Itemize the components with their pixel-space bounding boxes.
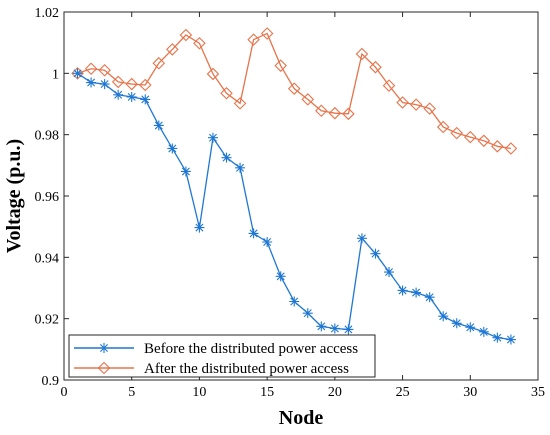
data-point [315,104,328,118]
data-point [505,334,516,345]
data-point [384,267,395,278]
data-point [235,162,246,173]
data-point [179,28,193,42]
legend-label-before: Before the distributed power access [144,341,358,357]
data-point [71,67,84,80]
data-point [86,77,97,88]
data-point [451,318,462,329]
data-point [207,132,218,143]
data-point [301,93,315,106]
data-point [262,237,273,247]
data-point [72,68,83,79]
data-point [423,102,436,115]
data-point [180,166,191,177]
x-tick-label: 25 [396,385,410,400]
series-layer [71,27,518,345]
data-point [492,332,503,343]
data-point [328,106,342,120]
data-point [438,311,449,322]
x-tick-label: 20 [328,385,342,400]
data-point [287,82,301,95]
data-point [220,86,233,100]
data-point [248,228,259,239]
data-point [464,130,477,144]
data-point [166,43,179,56]
data-point [409,98,423,111]
data-point [424,292,435,303]
data-point [369,60,382,74]
legend-asterisk-marker [99,343,109,353]
series-1 [71,27,518,155]
data-point [289,296,300,307]
data-point [152,56,166,70]
data-point [491,140,504,153]
data-point [274,59,287,72]
data-point [316,321,327,332]
data-point [397,285,408,296]
data-point [356,233,367,244]
data-point [113,89,124,100]
data-point [233,97,247,110]
x-tick-label: 5 [128,385,135,400]
data-point [138,78,152,92]
legend-marker-before [99,343,109,353]
legend-box [68,334,376,378]
data-point [478,326,489,337]
data-point [382,79,396,92]
data-point [140,94,151,105]
data-point [411,287,422,298]
data-point [153,120,164,131]
ticks-layer: 0 5 10 15 20 25 30 35 0.9 0.92 0.94 0.96 0.98 1 1.02 [35,6,546,400]
x-tick-label: 15 [260,385,274,400]
data-point [260,27,274,40]
x-axis-title: Node [279,407,324,429]
data-point [396,96,409,109]
data-point [99,79,110,90]
data-point [329,323,340,334]
data-point [355,47,369,61]
data-point [84,62,98,76]
series-line-1 [77,32,512,150]
data-point [450,126,464,140]
y-tick-label: 0.96 [35,190,60,205]
data-point [206,67,220,81]
y-tick-label: 1 [52,67,59,82]
data-point [504,142,518,155]
data-point [126,91,137,102]
data-point [275,271,286,282]
data-point [302,308,313,319]
data-point [221,152,232,163]
data-point [342,107,355,121]
y-tick-label: 0.92 [35,313,60,328]
plot-area [63,11,539,381]
x-tick-label: 10 [192,385,206,400]
data-point [465,322,476,333]
data-point [167,143,178,154]
legend-marker-after [97,361,111,375]
series-0 [72,68,516,345]
x-tick-label: 30 [463,385,477,400]
y-tick-label: 1.02 [35,6,60,21]
data-point [247,33,260,46]
data-point [436,120,450,134]
x-tick-label: 0 [61,385,68,400]
data-point [125,77,138,91]
data-point [111,75,125,89]
y-axis-title: Voltage (p.u.) [3,139,25,253]
legend-label-after: After the distributed power access [144,361,349,377]
y-tick-label: 0.9 [42,374,60,389]
data-point [370,248,381,259]
x-tick-label: 35 [531,385,545,400]
legend-diamond-marker [97,361,111,375]
data-point [343,324,354,335]
data-point [98,63,111,77]
y-tick-label: 0.94 [35,251,60,266]
y-tick-label: 0.98 [35,129,60,144]
data-point [193,37,206,50]
legend: Before the distributed power access Afte… [68,334,376,378]
data-point [194,222,205,233]
data-point [477,134,491,148]
